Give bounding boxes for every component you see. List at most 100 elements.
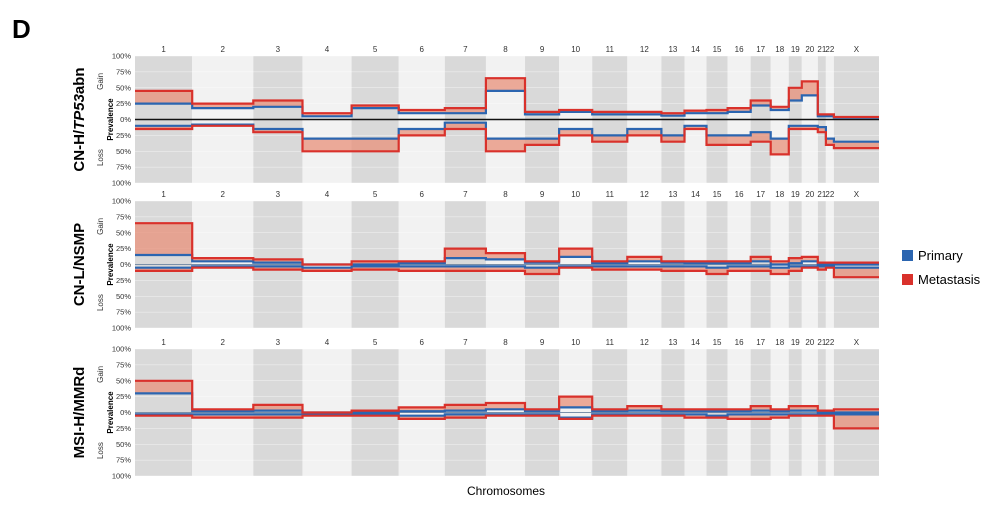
chromosome-label: 22: [825, 190, 834, 199]
y-tick-label: 50%: [116, 376, 131, 385]
chromosome-label: 21: [817, 190, 826, 199]
chromosome-label: 9: [540, 338, 545, 347]
chromosome-label: 7: [463, 190, 468, 199]
chromosome-label: 7: [463, 338, 468, 347]
metastasis-loss-line: [135, 266, 879, 279]
chromosome-label: 4: [325, 190, 330, 199]
chromosome-label: 5: [373, 338, 378, 347]
chromosome-label: 3: [276, 45, 281, 54]
y-axis-label: Prevalence: [106, 391, 115, 434]
metastasis-gain-line: [135, 77, 879, 119]
gain-label: Gain: [96, 73, 105, 90]
chromosome-label: 15: [713, 338, 722, 347]
chromosome-label: X: [854, 190, 860, 199]
legend-swatch-primary: [902, 250, 913, 261]
y-tick-label: 75%: [116, 308, 131, 317]
chromosome-label: 19: [791, 190, 800, 199]
chromosome-label: 7: [463, 45, 468, 54]
y-axis-label: Prevalence: [106, 243, 115, 286]
y-tick-label: 0%: [120, 260, 131, 269]
metastasis-gain-line: [135, 379, 879, 414]
chromosome-label: 6: [420, 190, 425, 199]
chromosome-label: 17: [756, 190, 765, 199]
chromosome-label: 21: [817, 338, 826, 347]
chromosome-label: 11: [606, 45, 615, 54]
x-axis-label: Chromosomes: [467, 484, 545, 498]
chromosome-label: 6: [420, 338, 425, 347]
chromosome-label: 18: [775, 190, 784, 199]
chromosome-label: X: [854, 45, 860, 54]
chromosome-label: 12: [640, 45, 649, 54]
chromosome-label: 14: [691, 45, 700, 54]
chromosome-label: 20: [805, 338, 814, 347]
chromosome-label: 17: [756, 338, 765, 347]
y-tick-label: 25%: [116, 244, 131, 253]
y-tick-label: 25%: [116, 131, 131, 140]
chromosome-label: 20: [805, 190, 814, 199]
primary-loss-line: [135, 121, 879, 143]
legend-label-metastasis: Metastasis: [918, 272, 981, 287]
chromosome-label: 4: [325, 45, 330, 54]
y-tick-label: 0%: [120, 408, 131, 417]
y-tick-label: 50%: [116, 292, 131, 301]
loss-label: Loss: [96, 294, 105, 311]
chromosome-label: 15: [713, 45, 722, 54]
loss-label: Loss: [96, 149, 105, 166]
legend-swatch-metastasis: [902, 274, 913, 285]
y-tick-label: 75%: [116, 360, 131, 369]
chromosome-label: 1: [161, 45, 166, 54]
chromosome-label: 21: [817, 45, 826, 54]
chromosome-label: 22: [825, 338, 834, 347]
y-tick-label: 0%: [120, 115, 131, 124]
group-label: CN-H/TP53abn: [71, 67, 88, 171]
chromosome-label: 8: [503, 45, 508, 54]
y-tick-label: 50%: [116, 228, 131, 237]
y-tick-label: 100%: [112, 52, 132, 61]
y-axis-label: Prevalence: [106, 98, 115, 141]
chromosome-label: 18: [775, 338, 784, 347]
chromosome-label: 8: [503, 338, 508, 347]
group-label: CN-L/NSMP: [71, 223, 88, 306]
y-tick-label: 100%: [112, 472, 132, 481]
chromosome-label: 22: [825, 45, 834, 54]
y-tick-label: 50%: [116, 83, 131, 92]
y-tick-label: 100%: [112, 345, 132, 354]
chromosome-label: 12: [640, 338, 649, 347]
primary-loss-line: [135, 265, 879, 269]
chromosome-label: 4: [325, 338, 330, 347]
chromosome-label: 16: [735, 338, 744, 347]
gain-label: Gain: [96, 218, 105, 235]
panel-3: 1 2 3 4 5 6 7 8 9 10 11 12 13 14 15 16 17 18 19 20 21 22 X100%…: [71, 338, 879, 481]
chromosome-label: 3: [276, 190, 281, 199]
loss-difference-area: [135, 266, 879, 278]
metastasis-loss-line: [135, 124, 879, 156]
legend: Primary Metastasis: [902, 248, 981, 287]
y-tick-label: 100%: [112, 197, 132, 206]
chromosome-label: 2: [221, 45, 226, 54]
chromosome-label: 8: [503, 190, 508, 199]
chromosome-label: 19: [791, 45, 800, 54]
y-tick-label: 75%: [116, 163, 131, 172]
metastasis-loss-line: [135, 414, 879, 430]
chromosome-label: 18: [775, 45, 784, 54]
y-tick-label: 25%: [116, 392, 131, 401]
y-tick-label: 25%: [116, 424, 131, 433]
loss-difference-area: [135, 414, 879, 429]
y-tick-label: 25%: [116, 99, 131, 108]
chromosome-label: 2: [221, 338, 226, 347]
y-tick-label: 50%: [116, 440, 131, 449]
y-tick-label: 25%: [116, 276, 131, 285]
chromosome-label: 1: [161, 190, 166, 199]
chromosome-label: 5: [373, 45, 378, 54]
chromosome-label: 2: [221, 190, 226, 199]
chromosome-label: X: [854, 338, 860, 347]
panel-letter: D: [12, 14, 31, 44]
y-tick-label: 75%: [116, 212, 131, 221]
chromosome-label: 14: [691, 338, 700, 347]
chromosome-label: 1: [161, 338, 166, 347]
chromosome-label: 11: [606, 338, 615, 347]
chromosome-label: 13: [668, 338, 677, 347]
chromosome-label: 16: [735, 190, 744, 199]
chromosome-label: 3: [276, 338, 281, 347]
